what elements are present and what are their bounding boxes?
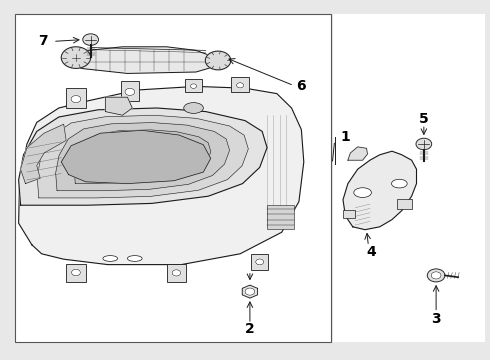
Bar [251, 254, 269, 270]
Polygon shape [74, 130, 211, 183]
Polygon shape [56, 123, 229, 191]
Polygon shape [37, 115, 248, 198]
Circle shape [427, 269, 445, 282]
Polygon shape [19, 86, 304, 265]
Ellipse shape [184, 103, 203, 113]
Circle shape [205, 51, 231, 70]
Polygon shape [61, 130, 211, 184]
Bar [231, 77, 249, 92]
Circle shape [237, 83, 244, 88]
Polygon shape [348, 147, 368, 160]
Ellipse shape [392, 179, 407, 188]
Circle shape [245, 288, 255, 295]
Circle shape [125, 88, 135, 95]
Bar [167, 264, 186, 282]
Polygon shape [105, 97, 132, 115]
Bar [121, 81, 139, 101]
Text: 3: 3 [431, 312, 441, 325]
Bar [185, 79, 202, 92]
Circle shape [416, 138, 432, 150]
Text: 4: 4 [367, 245, 376, 259]
Bar [397, 199, 412, 209]
Text: 5: 5 [419, 112, 429, 126]
Bar [343, 210, 355, 218]
Text: 1: 1 [341, 130, 350, 144]
Ellipse shape [127, 256, 142, 261]
Circle shape [61, 47, 91, 68]
Circle shape [431, 272, 441, 279]
Text: 2: 2 [245, 323, 255, 336]
Polygon shape [21, 124, 66, 184]
Polygon shape [76, 47, 216, 73]
Text: 7: 7 [38, 35, 48, 48]
Circle shape [71, 95, 81, 103]
Circle shape [83, 34, 98, 45]
Ellipse shape [103, 256, 118, 261]
Circle shape [191, 84, 196, 89]
Bar [66, 88, 86, 108]
Bar [66, 264, 86, 282]
Polygon shape [19, 108, 267, 205]
Bar [267, 205, 294, 229]
Text: 6: 6 [296, 80, 306, 93]
Bar [15, 14, 331, 342]
Bar [333, 14, 485, 342]
Polygon shape [343, 151, 416, 230]
Circle shape [72, 269, 80, 276]
Circle shape [172, 270, 181, 276]
Circle shape [256, 259, 264, 265]
Polygon shape [242, 285, 258, 298]
Ellipse shape [354, 188, 371, 197]
